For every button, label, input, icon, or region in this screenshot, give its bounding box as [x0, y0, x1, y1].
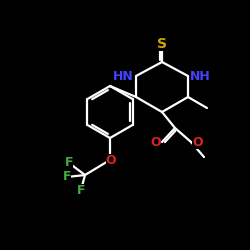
- Text: S: S: [157, 37, 167, 51]
- Text: O: O: [150, 136, 161, 148]
- Text: F: F: [65, 156, 73, 170]
- Text: F: F: [63, 170, 71, 183]
- Text: HN: HN: [113, 70, 134, 82]
- Text: O: O: [106, 154, 116, 166]
- Text: F: F: [77, 184, 85, 196]
- Text: O: O: [192, 136, 202, 148]
- Text: NH: NH: [190, 70, 211, 82]
